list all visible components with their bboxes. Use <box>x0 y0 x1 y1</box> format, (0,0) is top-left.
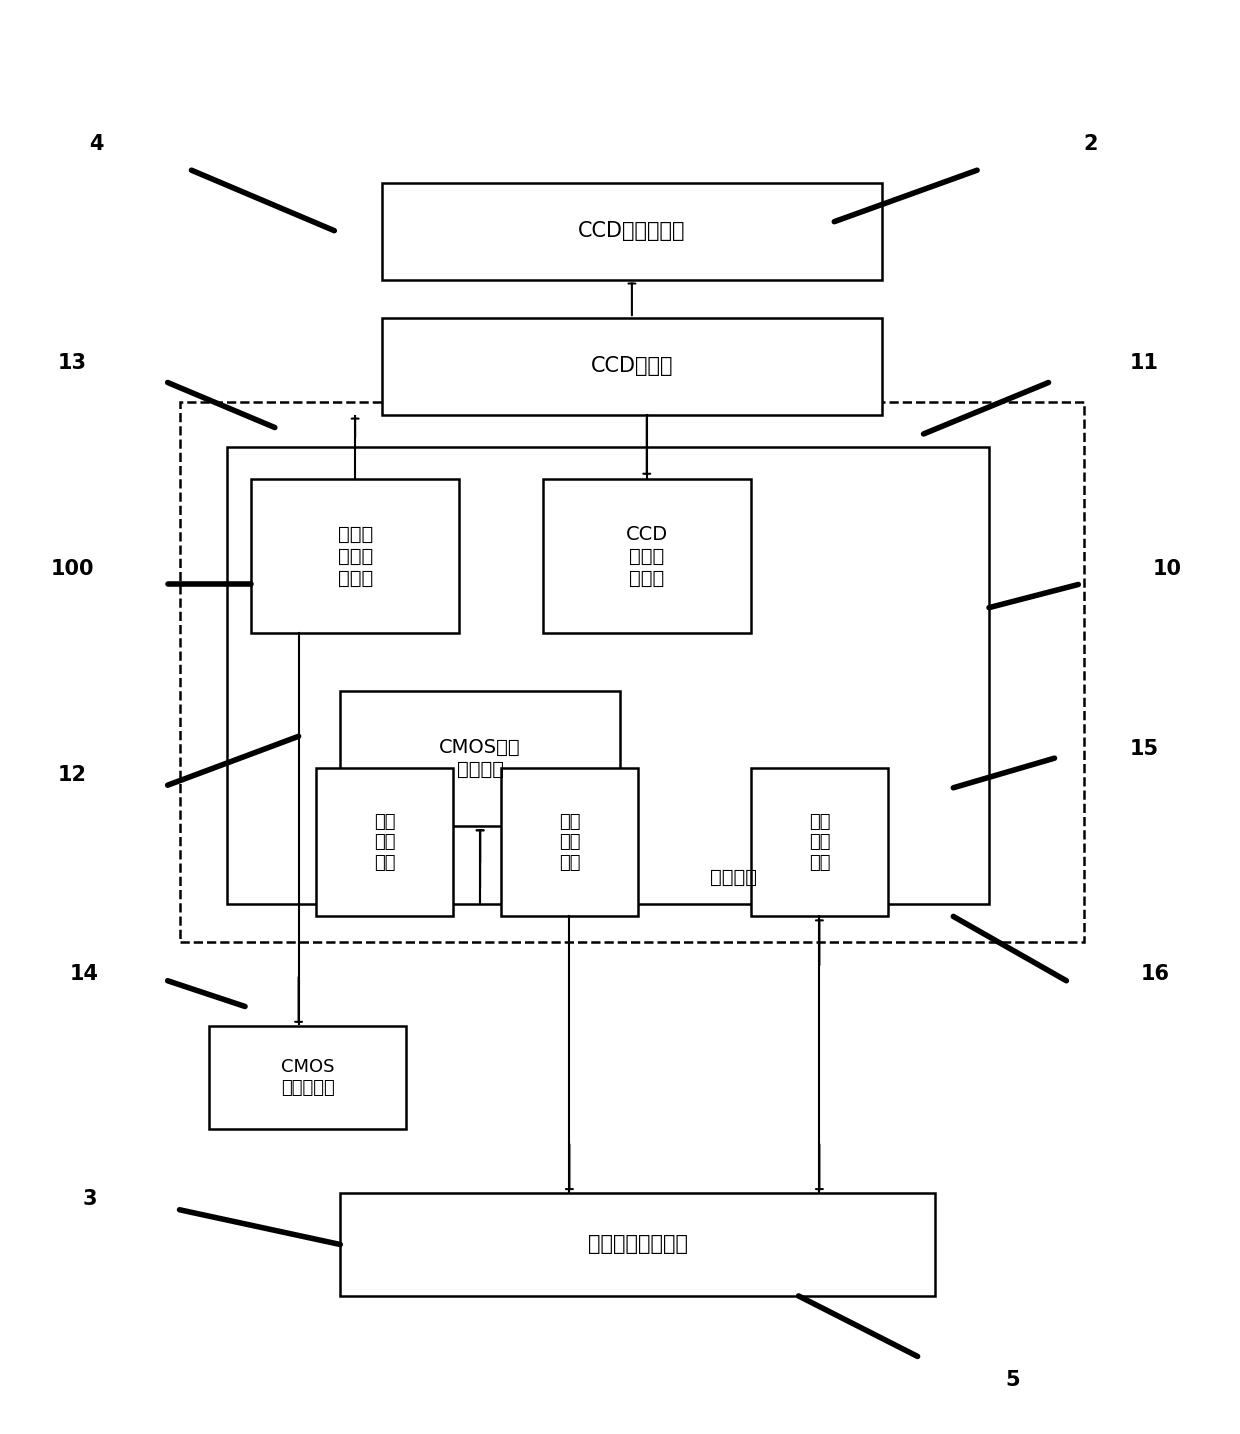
Text: 15: 15 <box>1130 739 1158 759</box>
Text: 控制单元: 控制单元 <box>709 869 756 888</box>
Text: 电源
稳压
单元: 电源 稳压 单元 <box>374 813 396 872</box>
Text: 11: 11 <box>1130 353 1158 373</box>
Bar <box>316 769 454 916</box>
Bar <box>340 1193 935 1296</box>
Bar <box>210 1025 405 1129</box>
Text: CCD图像传感器: CCD图像传感器 <box>578 221 686 241</box>
Bar <box>751 769 888 916</box>
Text: 100: 100 <box>51 559 94 579</box>
Text: 14: 14 <box>69 964 99 984</box>
Text: 4: 4 <box>89 135 103 155</box>
Text: 12: 12 <box>58 764 87 784</box>
Bar <box>543 479 751 634</box>
Text: 5: 5 <box>1006 1369 1021 1390</box>
Text: 10: 10 <box>1153 559 1182 579</box>
Text: CCD驱动板: CCD驱动板 <box>590 357 673 376</box>
Text: CMOS图像
处理单元: CMOS图像 处理单元 <box>439 739 521 779</box>
Bar <box>180 402 1084 942</box>
Text: 2: 2 <box>1083 135 1097 155</box>
Bar <box>227 447 990 903</box>
Bar <box>382 318 882 414</box>
Text: CCD
图像处
理单元: CCD 图像处 理单元 <box>626 525 668 588</box>
Bar <box>250 479 459 634</box>
Text: 数传
接口
单元: 数传 接口 单元 <box>559 813 580 872</box>
Bar <box>340 691 620 826</box>
Text: CMOS
图像传感器: CMOS 图像传感器 <box>280 1058 335 1097</box>
Bar <box>501 769 637 916</box>
Text: 3: 3 <box>83 1189 98 1209</box>
Text: 时序发
生及驱
动单元: 时序发 生及驱 动单元 <box>337 525 373 588</box>
Text: 16: 16 <box>1141 964 1171 984</box>
Text: 13: 13 <box>58 353 87 373</box>
Text: 通讯
接口
单元: 通讯 接口 单元 <box>808 813 830 872</box>
Text: 外部主控存储系统: 外部主控存储系统 <box>588 1235 688 1255</box>
Bar <box>382 184 882 280</box>
